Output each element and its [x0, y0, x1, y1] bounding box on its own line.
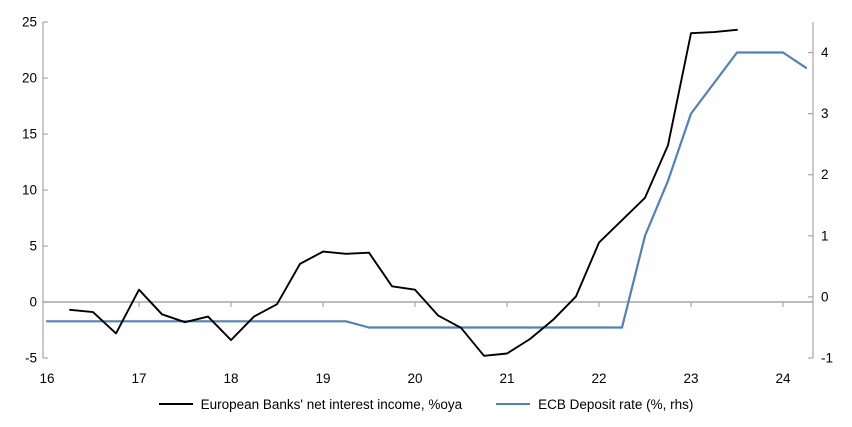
legend-item-deposit-rate: ECB Deposit rate (%, rhs) [496, 397, 693, 412]
x-tick-label: 20 [407, 371, 422, 386]
x-tick-label: 21 [499, 371, 514, 386]
x-tick-label: 24 [775, 371, 791, 386]
x-tick-label: 17 [131, 371, 146, 386]
right-axis-tick-label: 4 [821, 45, 829, 60]
left-axis-tick-label: -5 [25, 351, 37, 366]
deposit-rate-line [45, 51, 808, 329]
left-axis-tick-label: 15 [22, 127, 37, 142]
right-axis-tick-label: 2 [821, 167, 829, 182]
right-axis-tick-label: 3 [821, 106, 829, 121]
left-axis-tick-label: 20 [22, 71, 37, 86]
left-axis-tick-label: 25 [22, 15, 37, 30]
legend-item-nii: European Banks' net interest income, %oy… [158, 396, 463, 412]
x-tick-label: 23 [683, 371, 698, 386]
x-tick-label: 22 [591, 371, 606, 386]
right-axis-tick-label: -1 [821, 351, 833, 366]
deposit-rate-line-swatch [496, 403, 531, 405]
chart-legend: European Banks' net interest income, %oy… [0, 393, 852, 415]
right-axis-tick-label: 1 [821, 228, 829, 243]
x-tick-label: 16 [39, 371, 54, 386]
left-axis-tick-label: 10 [22, 183, 37, 198]
left-axis-tick-label: 5 [29, 239, 37, 254]
x-tick-label: 19 [315, 371, 330, 386]
nii-line-swatch [158, 403, 193, 405]
legend-label-nii: European Banks' net interest income, %oy… [200, 396, 463, 412]
nii-line [69, 28, 738, 357]
legend-label-deposit-rate: ECB Deposit rate (%, rhs) [538, 396, 694, 412]
x-tick-label: 18 [223, 371, 238, 386]
left-axis-tick-label: 0 [29, 295, 37, 310]
right-axis-tick-label: 0 [821, 289, 829, 304]
